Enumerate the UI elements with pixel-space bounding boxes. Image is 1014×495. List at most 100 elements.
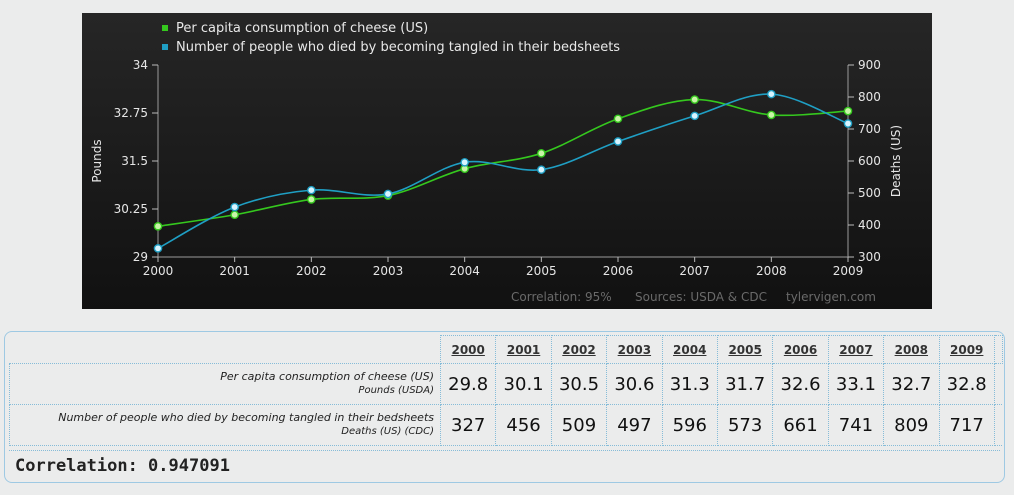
right-tick-label: 800 bbox=[858, 90, 881, 104]
data-point bbox=[843, 119, 853, 128]
year-header-row: 2000 2001 2002 2003 2004 2005 2006 2007 2008 2009 bbox=[9, 335, 1003, 364]
year-header: 2000 bbox=[439, 335, 497, 364]
table-cell: 573 bbox=[716, 404, 774, 446]
table-cell: 32.7 bbox=[883, 363, 940, 405]
series-line-1 bbox=[157, 93, 849, 250]
correlation-value: Correlation: 0.947091 bbox=[15, 456, 230, 476]
row-label: Per capita consumption of cheese (US) Pou… bbox=[9, 363, 441, 405]
x-tick-label: 2006 bbox=[603, 264, 634, 278]
table-cell: 30.6 bbox=[606, 363, 663, 405]
year-header: 2008 bbox=[883, 335, 940, 364]
table-cell: 509 bbox=[550, 404, 608, 446]
footer-sources: Sources: USDA & CDC bbox=[635, 290, 767, 304]
year-header: 2002 bbox=[550, 335, 608, 364]
x-tick-label: 2008 bbox=[756, 264, 787, 278]
table-cell: 31.3 bbox=[661, 363, 718, 405]
data-point bbox=[307, 185, 316, 195]
table-spacer bbox=[993, 335, 1003, 364]
footer-site: tylervigen.com bbox=[786, 290, 876, 304]
data-point bbox=[767, 89, 776, 99]
year-header: 2003 bbox=[606, 335, 663, 364]
table-cell: 29.8 bbox=[439, 363, 497, 405]
legend-swatch bbox=[162, 25, 168, 31]
data-point bbox=[230, 210, 239, 220]
table-row: Per capita consumption of cheese (US) Pou… bbox=[9, 363, 1003, 405]
data-table-panel: 2000 2001 2002 2003 2004 2005 2006 2007 2008 2009… bbox=[4, 331, 1005, 483]
data-point bbox=[690, 95, 699, 104]
data-point bbox=[230, 202, 239, 212]
data-point bbox=[153, 221, 163, 231]
table-cell: 717 bbox=[938, 404, 995, 446]
left-tick-label: 29 bbox=[133, 250, 148, 264]
right-tick-label: 700 bbox=[858, 122, 881, 136]
data-point bbox=[613, 137, 623, 146]
table-cell: 497 bbox=[606, 404, 663, 446]
row-title: Number of people who died by becoming ta… bbox=[58, 411, 434, 424]
table-cell: 661 bbox=[772, 404, 829, 446]
row-source: Pounds (USDA) bbox=[358, 385, 434, 396]
table-cell: 741 bbox=[827, 404, 885, 446]
table-cell: 32.6 bbox=[772, 363, 829, 405]
table-corner bbox=[9, 335, 441, 364]
year-header: 2005 bbox=[716, 335, 774, 364]
table-row: Number of people who died by becoming ta… bbox=[9, 404, 1003, 446]
x-tick-label: 2009 bbox=[833, 264, 864, 278]
table-cell: 456 bbox=[495, 404, 552, 446]
data-point bbox=[613, 114, 623, 124]
left-tick-label: 30.25 bbox=[114, 202, 148, 216]
row-source: Deaths (US) (CDC) bbox=[341, 426, 434, 437]
right-tick-label: 500 bbox=[858, 186, 881, 200]
data-table: 2000 2001 2002 2003 2004 2005 2006 2007 2008 2009… bbox=[9, 335, 1003, 446]
table-cell: 30.1 bbox=[495, 363, 552, 405]
left-tick-label: 31.5 bbox=[121, 154, 148, 168]
x-tick-label: 2005 bbox=[526, 264, 557, 278]
data-point bbox=[767, 110, 776, 120]
year-header: 2006 bbox=[772, 335, 829, 364]
data-point bbox=[843, 106, 853, 116]
table-spacer bbox=[993, 363, 1003, 405]
year-header: 2009 bbox=[938, 335, 995, 364]
table-cell: 33.1 bbox=[827, 363, 885, 405]
x-tick-label: 2007 bbox=[679, 264, 710, 278]
row-title: Per capita consumption of cheese (US) bbox=[220, 370, 434, 383]
table-cell: 327 bbox=[439, 404, 497, 446]
data-point bbox=[153, 244, 163, 253]
row-label: Number of people who died by becoming ta… bbox=[9, 404, 441, 446]
right-tick-label: 400 bbox=[858, 218, 881, 232]
legend-label: Number of people who died by becoming ta… bbox=[176, 40, 620, 55]
table-cell: 809 bbox=[883, 404, 940, 446]
series-line-0 bbox=[157, 98, 849, 228]
spurious-correlation-chart: 29 30.25 31.5 32.75 34 300 400 500 600 700 800 900 2… bbox=[90, 21, 903, 304]
footer-correlation: Correlation: 95% bbox=[511, 290, 612, 304]
right-tick-label: 900 bbox=[858, 58, 881, 72]
left-tick-label: 34 bbox=[133, 58, 148, 72]
x-tick-label: 2000 bbox=[143, 264, 174, 278]
legend-label: Per capita consumption of cheese (US) bbox=[176, 21, 428, 36]
x-tick-label: 2002 bbox=[296, 264, 327, 278]
table-cell: 31.7 bbox=[716, 363, 774, 405]
legend-swatch bbox=[162, 44, 168, 50]
table-cell: 32.8 bbox=[938, 363, 995, 405]
left-axis-title: Pounds bbox=[90, 139, 104, 182]
x-tick-label: 2003 bbox=[373, 264, 404, 278]
data-point bbox=[537, 149, 546, 158]
year-header: 2007 bbox=[827, 335, 885, 364]
divider bbox=[9, 450, 1000, 451]
data-point bbox=[460, 157, 469, 167]
x-tick-label: 2001 bbox=[219, 264, 250, 278]
chart-panel: 29 30.25 31.5 32.75 34 300 400 500 600 700 800 900 2… bbox=[82, 13, 932, 309]
data-point bbox=[307, 195, 316, 204]
table-spacer bbox=[993, 404, 1003, 446]
data-point bbox=[383, 189, 393, 199]
table-cell: 596 bbox=[661, 404, 718, 446]
year-header: 2001 bbox=[495, 335, 552, 364]
x-tick-label: 2004 bbox=[449, 264, 480, 278]
right-tick-label: 300 bbox=[858, 250, 881, 264]
data-point bbox=[537, 165, 546, 174]
left-tick-label: 32.75 bbox=[114, 106, 148, 120]
table-cell: 30.5 bbox=[550, 363, 608, 405]
right-axis-title: Deaths (US) bbox=[889, 125, 903, 197]
data-point bbox=[690, 111, 699, 121]
year-header: 2004 bbox=[661, 335, 718, 364]
right-tick-label: 600 bbox=[858, 154, 881, 168]
